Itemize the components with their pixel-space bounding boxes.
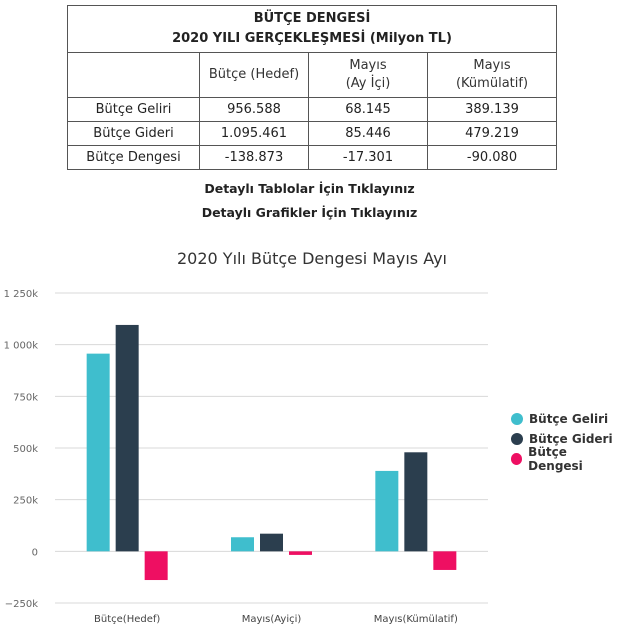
table-header-cell: Mayıs (Kümülatif) bbox=[427, 52, 557, 98]
table-header-cell bbox=[67, 52, 200, 98]
y-tick-label: 1 250k bbox=[4, 289, 39, 300]
bar-bütçe-geliri bbox=[375, 470, 399, 552]
row-label: Bütçe Dengesi bbox=[67, 145, 200, 170]
table-header-row: Bütçe (Hedef) Mayıs (Ay İçi) Mayıs (Kümülati… bbox=[67, 52, 557, 98]
y-tick-label: −250k bbox=[5, 599, 38, 610]
table-title-line2: 2020 YILI GERÇEKLEŞMESİ (Milyon TL) bbox=[172, 31, 452, 46]
table-row: Bütçe Geliri 956.588 68.145 389.139 bbox=[67, 97, 557, 122]
y-tick-label: 500k bbox=[13, 444, 38, 455]
table-row: Bütçe Dengesi -138.873 -17.301 -90.080 bbox=[67, 145, 557, 170]
table-cell: 956.588 bbox=[199, 97, 309, 122]
legend-swatch bbox=[511, 433, 523, 445]
bar-bütçe-dengesi bbox=[289, 551, 312, 555]
legend-swatch bbox=[511, 453, 523, 465]
x-tick-label: Mayıs(Kümülatif) bbox=[374, 614, 458, 625]
table-header-text: Mayıs bbox=[473, 58, 511, 73]
table-title-line1: BÜTÇE DENGESİ bbox=[253, 11, 371, 26]
y-tick-label: 250k bbox=[13, 496, 38, 507]
table-cell: 68.145 bbox=[308, 97, 428, 122]
table-header-text: (Kümülatif) bbox=[455, 76, 529, 91]
table-cell: -138.873 bbox=[199, 145, 309, 170]
table-title: BÜTÇE DENGESİ 2020 YILI GERÇEKLEŞMESİ (M… bbox=[67, 5, 557, 53]
legend-item[interactable]: Bütçe Geliri bbox=[511, 409, 619, 429]
bar-bütçe-geliri bbox=[231, 537, 254, 552]
budget-table: BÜTÇE DENGESİ 2020 YILI GERÇEKLEŞMESİ (M… bbox=[67, 5, 557, 170]
bar-bütçe-gideri bbox=[260, 533, 283, 552]
detailed-charts-link[interactable]: Detaylı Grafikler İçin Tıklayınız bbox=[201, 205, 418, 220]
legend-label: Bütçe Dengesi bbox=[528, 445, 583, 473]
chart-title: 2020 Yılı Bütçe Dengesi Mayıs Ayı bbox=[177, 249, 447, 268]
legend-item[interactable]: Bütçe Dengesi bbox=[511, 445, 619, 473]
bar-bütçe-gideri bbox=[404, 452, 428, 552]
table-body: Bütçe Geliri 956.588 68.145 389.139 Bütçe Gi… bbox=[67, 97, 557, 170]
legend-item[interactable]: Bütçe Gideri bbox=[511, 429, 619, 449]
y-tick-label: 750k bbox=[13, 392, 38, 403]
bar-bütçe-dengesi bbox=[144, 551, 168, 581]
x-tick-label: Bütçe(Hedef) bbox=[94, 614, 160, 625]
bar-bütçe-geliri bbox=[86, 353, 110, 552]
table-header-text: Mayıs bbox=[349, 58, 387, 73]
table-cell: 479.219 bbox=[427, 121, 557, 146]
legend-swatch bbox=[511, 413, 523, 425]
table-cell: -90.080 bbox=[427, 145, 557, 170]
bar-bütçe-gideri bbox=[115, 324, 139, 552]
y-tick-label: 1 000k bbox=[4, 341, 39, 352]
legend-label: Bütçe Gideri bbox=[529, 432, 613, 446]
row-label: Bütçe Gideri bbox=[67, 121, 200, 146]
legend-label: Bütçe Geliri bbox=[529, 412, 609, 426]
chart-legend: Bütçe Geliri Bütçe Gideri Bütçe Dengesi bbox=[511, 409, 619, 473]
detailed-tables-link[interactable]: Detaylı Tablolar İçin Tıklayınız bbox=[204, 181, 415, 196]
row-label: Bütçe Geliri bbox=[67, 97, 200, 122]
table-header-text: Bütçe (Hedef) bbox=[208, 67, 300, 82]
table-header-cell: Mayıs (Ay İçi) bbox=[308, 52, 428, 98]
table-header-text: (Ay İçi) bbox=[345, 76, 391, 91]
y-tick-label: 0 bbox=[32, 547, 38, 558]
table-cell: -17.301 bbox=[308, 145, 428, 170]
bar-bütçe-dengesi bbox=[433, 551, 457, 570]
x-tick-label: Mayıs(Ayiçi) bbox=[242, 614, 302, 625]
